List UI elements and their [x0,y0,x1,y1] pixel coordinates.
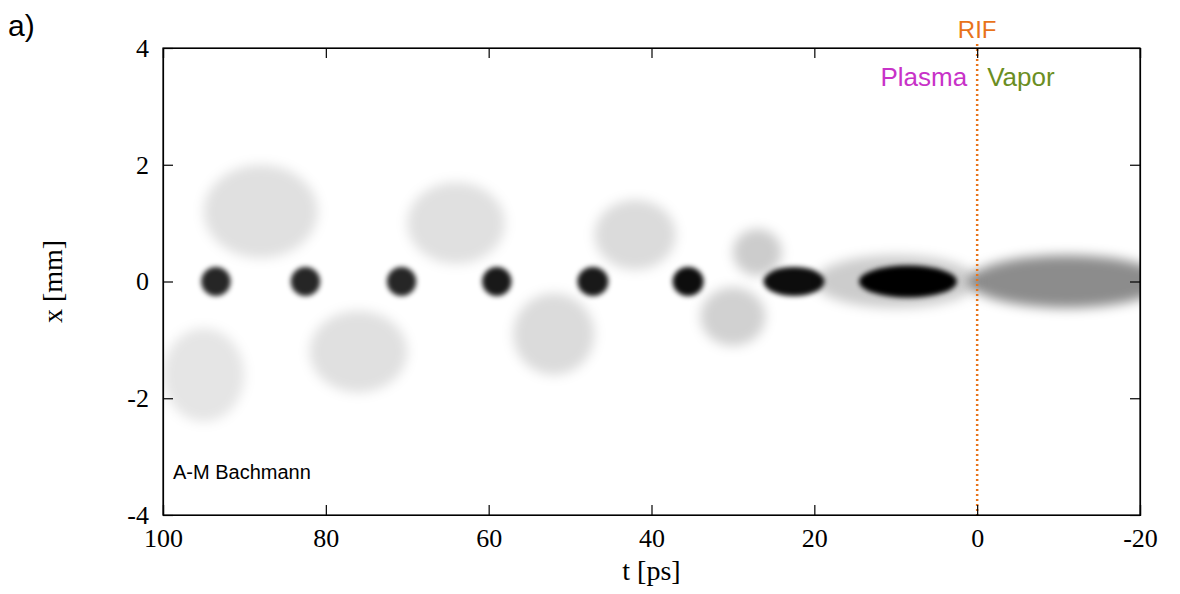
features [163,165,1140,422]
x-tick-label: -20 [1123,524,1158,553]
intensity-blob [733,229,782,276]
x-tick [326,48,327,58]
intensity-blob [859,265,957,297]
y-tick: -4 [127,501,173,530]
intensity-blob [407,182,505,264]
x-axis: 100 80 60 40 20 0 -20 [144,505,1158,553]
intensity-blob [310,311,408,393]
y-tick-label: -4 [127,501,149,530]
x-tick [814,48,815,58]
intensity-blob [482,267,511,296]
y-tick [1130,515,1140,516]
intensity-blob [700,287,765,345]
y-tick [1130,48,1140,49]
y-tick-mark [163,165,173,166]
y-tick-mark [1130,398,1140,399]
x-axis-line [164,505,1141,516]
y-tick-label: 2 [136,151,149,180]
y-tick: 4 [136,34,173,63]
x-tick-mark [326,48,327,58]
x-tick-label: 40 [639,524,665,553]
y-tick: 0 [136,267,173,296]
x-tick-mark [489,505,490,515]
y-tick-label: 0 [136,267,149,296]
marker-label: RIF [958,16,997,43]
intensity-blob [969,255,1140,308]
x-tick: 0 [971,505,984,553]
region-label: Vapor [987,62,1055,92]
y-tick [1130,398,1140,399]
x-tick: 40 [639,505,665,553]
x-tick [977,48,978,58]
intensity-blob [513,293,594,375]
y-axis-line [1130,49,1141,516]
x-tick-mark [814,48,815,58]
x-tick-mark [326,505,327,515]
x-axis-line [164,49,1141,59]
plot-frame [163,48,1140,515]
y-axis-line [164,49,174,516]
y-tick-mark [1130,515,1140,516]
x-axis-title: t [ps] [622,555,680,586]
y-tick-label: -2 [127,384,149,413]
intensity-blob [163,328,244,421]
chart: 100806040200-20-4-2024t [ps]x [mm]a)RIFP… [0,0,1180,594]
intensity-blob [577,267,608,296]
x-tick-mark [977,505,978,515]
x-tick-label: 100 [144,524,183,553]
x-tick: 80 [313,505,339,553]
region-label: Plasma [880,62,967,92]
y-tick: -2 [127,384,173,413]
y-tick: 2 [136,151,173,180]
intensity-blob [595,200,676,270]
y-tick-mark [163,281,173,282]
x-tick-mark [651,505,652,515]
x-tick: 60 [476,505,502,553]
intensity-blob [291,267,320,296]
x-tick [652,48,653,58]
intensity-blob [204,165,318,258]
intensity-blob [814,255,977,308]
intensity-blob [673,267,704,296]
x-tick-label: 0 [971,524,984,553]
x-tick-mark [651,48,652,58]
x-tick-label: 60 [476,524,502,553]
y-axis: -4 -2 0 2 4 [127,34,173,530]
x-tick-mark [489,48,490,58]
y-tick-mark [163,48,173,49]
intensity-blob [387,267,416,296]
y-tick [1130,165,1140,166]
panel-label: a) [8,9,35,42]
y-tick-mark [1130,48,1140,49]
x-tick-label: 80 [313,524,339,553]
x-tick-mark [977,48,978,58]
y-tick [1130,282,1140,283]
x-axis-top [164,48,1141,58]
y-axis-right [1130,49,1141,516]
credit: A-M Bachmann [173,461,311,483]
y-tick-mark [163,398,173,399]
x-tick [489,48,490,58]
intensity-blob [201,267,230,296]
y-tick-label: 4 [136,34,149,63]
x-tick-mark [814,505,815,515]
x-tick-label: 20 [802,524,828,553]
intensity-blob [763,267,824,296]
marker-line [976,44,979,515]
y-tick-mark [1130,165,1140,166]
y-tick-mark [163,515,173,516]
y-axis-title: x [mm] [37,240,68,323]
y-tick-mark [1130,281,1140,282]
x-tick: 20 [802,505,828,553]
